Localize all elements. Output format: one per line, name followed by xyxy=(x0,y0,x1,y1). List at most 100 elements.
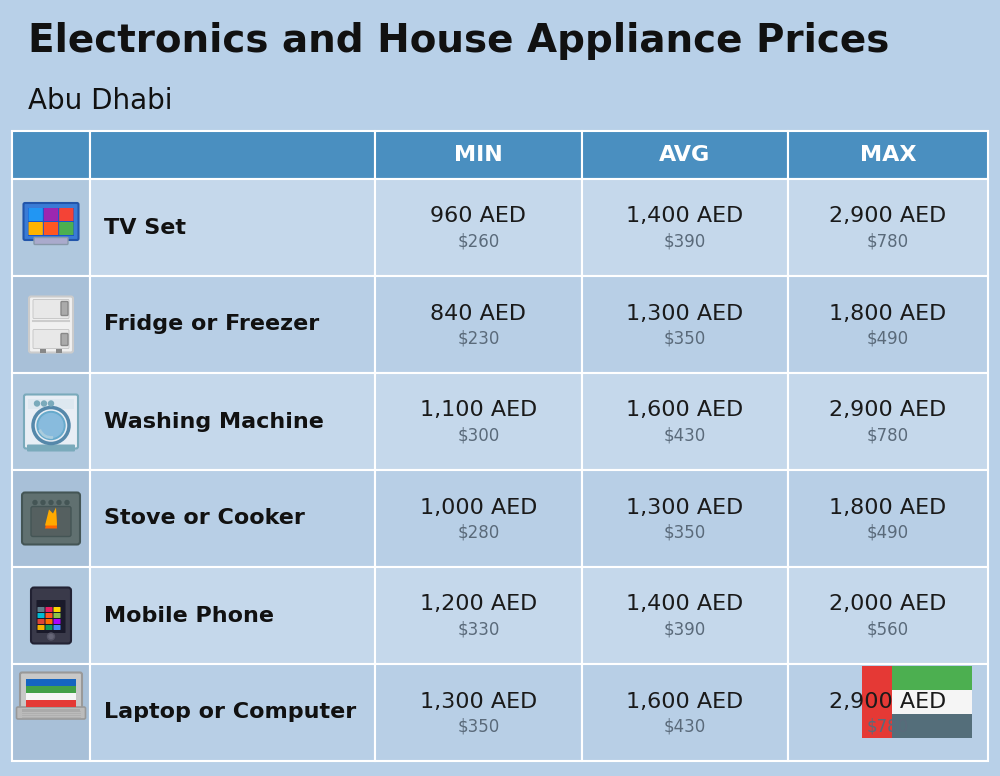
FancyBboxPatch shape xyxy=(61,334,68,345)
FancyBboxPatch shape xyxy=(36,600,66,633)
Bar xyxy=(90,373,375,470)
Bar xyxy=(56,348,62,352)
Bar xyxy=(788,373,988,470)
Text: $350: $350 xyxy=(457,718,500,736)
Text: $350: $350 xyxy=(664,330,706,348)
Polygon shape xyxy=(45,511,57,528)
FancyBboxPatch shape xyxy=(27,445,75,452)
FancyBboxPatch shape xyxy=(38,613,44,618)
Bar xyxy=(375,131,582,179)
FancyBboxPatch shape xyxy=(20,673,82,712)
Circle shape xyxy=(48,401,54,406)
Bar xyxy=(12,470,90,567)
Text: 1,400 AED: 1,400 AED xyxy=(626,594,744,615)
FancyBboxPatch shape xyxy=(44,222,58,235)
Text: Mobile Phone: Mobile Phone xyxy=(104,605,274,625)
Bar xyxy=(48,237,54,241)
FancyBboxPatch shape xyxy=(24,203,78,240)
FancyBboxPatch shape xyxy=(38,607,44,612)
Text: 1,400 AED: 1,400 AED xyxy=(626,206,744,227)
Bar xyxy=(375,567,582,664)
Circle shape xyxy=(37,411,65,439)
Bar xyxy=(788,567,988,664)
Bar xyxy=(12,373,90,470)
Text: TV Set: TV Set xyxy=(104,217,186,237)
FancyBboxPatch shape xyxy=(33,330,69,348)
Text: $280: $280 xyxy=(457,524,500,542)
FancyBboxPatch shape xyxy=(26,678,76,706)
Bar xyxy=(12,567,90,664)
FancyBboxPatch shape xyxy=(38,619,44,624)
Text: AVG: AVG xyxy=(659,145,711,165)
Circle shape xyxy=(49,501,53,504)
Text: $490: $490 xyxy=(867,330,909,348)
Bar xyxy=(90,276,375,373)
Bar xyxy=(788,179,988,276)
Text: 1,200 AED: 1,200 AED xyxy=(420,594,537,615)
Circle shape xyxy=(48,633,54,640)
Text: $780: $780 xyxy=(867,427,909,445)
Bar xyxy=(788,664,988,761)
FancyBboxPatch shape xyxy=(54,607,60,612)
Bar xyxy=(26,685,76,692)
Text: Fridge or Freezer: Fridge or Freezer xyxy=(104,314,319,334)
FancyBboxPatch shape xyxy=(16,707,86,719)
Text: 1,600 AED: 1,600 AED xyxy=(626,400,744,421)
Text: 1,300 AED: 1,300 AED xyxy=(626,497,744,518)
Text: $390: $390 xyxy=(664,233,706,251)
Bar xyxy=(90,664,375,761)
Text: 2,000 AED: 2,000 AED xyxy=(829,594,947,615)
Text: $260: $260 xyxy=(457,233,500,251)
Text: 2,900 AED: 2,900 AED xyxy=(829,206,947,227)
Text: $490: $490 xyxy=(867,524,909,542)
Text: 1,300 AED: 1,300 AED xyxy=(626,303,744,324)
Text: Abu Dhabi: Abu Dhabi xyxy=(28,87,173,115)
Text: 1,300 AED: 1,300 AED xyxy=(420,691,537,712)
Bar xyxy=(788,276,988,373)
FancyBboxPatch shape xyxy=(22,493,80,545)
FancyBboxPatch shape xyxy=(46,625,52,630)
Text: Electronics and House Appliance Prices: Electronics and House Appliance Prices xyxy=(28,22,889,60)
FancyBboxPatch shape xyxy=(59,222,74,235)
Text: 840 AED: 840 AED xyxy=(430,303,526,324)
Circle shape xyxy=(57,501,61,504)
Polygon shape xyxy=(45,508,57,525)
Text: $780: $780 xyxy=(867,233,909,251)
Text: $780: $780 xyxy=(867,718,909,736)
Text: 1,800 AED: 1,800 AED xyxy=(829,303,947,324)
Text: MIN: MIN xyxy=(454,145,503,165)
Bar xyxy=(375,664,582,761)
Text: MAX: MAX xyxy=(860,145,916,165)
Bar xyxy=(26,692,76,699)
Bar xyxy=(90,179,375,276)
FancyBboxPatch shape xyxy=(31,587,71,643)
FancyBboxPatch shape xyxy=(44,208,58,221)
Bar xyxy=(375,276,582,373)
Circle shape xyxy=(39,414,63,438)
FancyBboxPatch shape xyxy=(59,208,74,221)
Text: $390: $390 xyxy=(664,621,706,639)
Text: 2,900 AED: 2,900 AED xyxy=(829,691,947,712)
FancyBboxPatch shape xyxy=(28,222,43,235)
FancyBboxPatch shape xyxy=(33,300,69,318)
Bar xyxy=(892,714,972,738)
Text: 1,800 AED: 1,800 AED xyxy=(829,497,947,518)
FancyBboxPatch shape xyxy=(54,619,60,624)
Circle shape xyxy=(49,635,53,639)
Text: $430: $430 xyxy=(664,718,706,736)
Bar xyxy=(12,179,90,276)
Text: $330: $330 xyxy=(457,621,500,639)
FancyBboxPatch shape xyxy=(24,394,78,449)
Bar xyxy=(22,708,80,712)
FancyBboxPatch shape xyxy=(29,296,73,352)
Bar xyxy=(12,131,90,179)
Bar xyxy=(26,678,76,685)
Text: 1,100 AED: 1,100 AED xyxy=(420,400,537,421)
Text: $230: $230 xyxy=(457,330,500,348)
Circle shape xyxy=(34,401,40,406)
Bar xyxy=(892,690,972,714)
Bar xyxy=(28,207,74,235)
Bar xyxy=(892,666,972,690)
FancyBboxPatch shape xyxy=(54,625,60,630)
Bar xyxy=(12,664,90,761)
